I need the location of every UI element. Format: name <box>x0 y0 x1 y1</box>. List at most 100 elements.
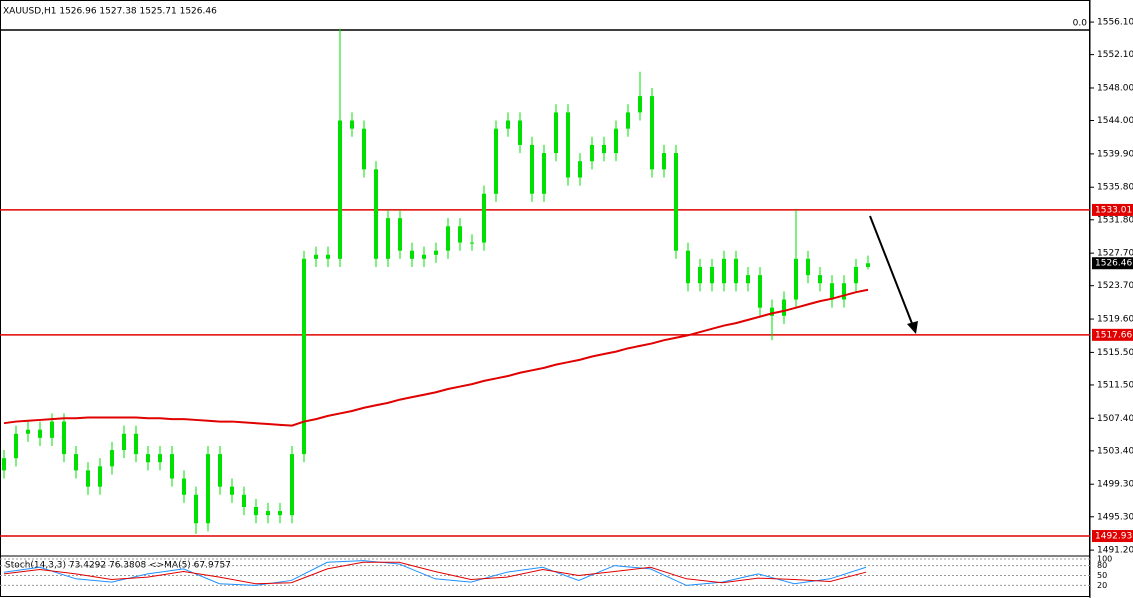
stoch-line <box>3 561 867 585</box>
candle-body <box>758 275 762 308</box>
arrow-head <box>907 321 918 334</box>
candle-body <box>770 307 774 316</box>
candle-body <box>302 258 306 455</box>
candle-body <box>710 266 714 284</box>
candle-body <box>794 258 798 300</box>
arrow <box>869 215 914 327</box>
y-tick-label: 1519.60 <box>1097 315 1133 325</box>
chart-frame <box>0 0 1090 597</box>
level-label: 1492.93 <box>1095 532 1132 542</box>
candle-body <box>14 433 18 459</box>
candle-body <box>554 112 558 154</box>
candle-body <box>806 258 810 276</box>
candle-body <box>350 120 354 129</box>
level-box <box>1092 530 1133 543</box>
candle-body <box>650 96 654 170</box>
candle-body <box>722 258 726 284</box>
candle-body <box>206 454 210 524</box>
candle-body <box>590 144 594 162</box>
stoch-line <box>3 560 867 586</box>
y-tick-label: 1503.40 <box>1097 446 1133 456</box>
candle-body <box>518 120 522 145</box>
level-label: 1517.66 <box>1095 330 1132 340</box>
candle-body <box>398 218 402 251</box>
candle-body <box>422 254 426 259</box>
candle-body <box>338 120 342 259</box>
candle-body <box>2 458 6 471</box>
candle-body <box>410 250 414 259</box>
candle-body <box>866 263 870 267</box>
moving-average <box>3 288 869 427</box>
candle-body <box>566 112 570 178</box>
candle-body <box>218 454 222 487</box>
candle-body <box>854 266 858 284</box>
candle-body <box>446 226 450 251</box>
top-line-label: 0.0 <box>1073 19 1088 29</box>
candle-body <box>314 254 318 259</box>
candle-body <box>146 454 150 463</box>
candle-body <box>530 144 534 194</box>
stoch-tick-label: 50 <box>1097 571 1107 580</box>
candle-body <box>626 112 630 129</box>
candle-body <box>458 226 462 243</box>
candle-body <box>662 153 666 170</box>
candle-body <box>686 250 690 284</box>
candle-body <box>26 429 30 434</box>
y-tick-label: 1523.70 <box>1097 281 1133 291</box>
candle-body <box>194 494 198 524</box>
y-tick-label: 1556.10 <box>1097 18 1133 28</box>
y-tick-label: 1552.10 <box>1097 50 1133 60</box>
candle-body <box>470 242 474 244</box>
candle-body <box>386 218 390 259</box>
price-label: 1526.46 <box>1095 259 1132 269</box>
candle-body <box>698 266 702 284</box>
stoch-tick-label: 100 <box>1097 555 1112 564</box>
candle-body <box>374 169 378 259</box>
stoch-tick-label: 80 <box>1097 561 1107 570</box>
candle-body <box>638 96 642 113</box>
candle-body <box>818 275 822 284</box>
stoch-tick-label: 20 <box>1097 581 1107 590</box>
candle-body <box>542 153 546 194</box>
candle-body <box>86 470 90 487</box>
candle-body <box>38 429 42 438</box>
candle-body <box>74 454 78 471</box>
level-box <box>1092 328 1133 341</box>
candle-body <box>278 511 282 516</box>
y-tick-label: 1495.30 <box>1097 512 1133 522</box>
candle-body <box>482 193 486 243</box>
candle-body <box>110 450 114 467</box>
candle-body <box>290 454 294 516</box>
candle-body <box>170 454 174 479</box>
candle-body <box>50 421 54 438</box>
candle-body <box>746 275 750 284</box>
candle-body <box>98 466 102 487</box>
candle-body <box>602 144 606 154</box>
y-tick-label: 1539.90 <box>1097 149 1133 159</box>
candle-body <box>674 153 678 251</box>
y-tick-label: 1544.00 <box>1097 116 1133 126</box>
candle-body <box>230 486 234 495</box>
y-tick-label: 1507.40 <box>1097 414 1133 424</box>
y-tick-label: 1515.50 <box>1097 348 1133 358</box>
candle-body <box>62 421 66 455</box>
y-tick-label: 1535.80 <box>1097 183 1133 193</box>
candle-body <box>434 250 438 255</box>
candle-body <box>614 128 618 154</box>
candle-body <box>134 433 138 455</box>
candle-body <box>254 506 258 516</box>
candle-body <box>182 478 186 495</box>
chart-title: XAUUSD,H1 1526.96 1527.38 1525.71 1526.4… <box>3 7 217 17</box>
y-tick-label: 1548.00 <box>1097 83 1133 93</box>
candle-body <box>362 128 366 170</box>
candle-body <box>830 283 834 300</box>
candle-body <box>506 120 510 129</box>
candle-body <box>734 258 738 284</box>
y-tick-label: 1527.70 <box>1097 249 1133 259</box>
candle-body <box>326 254 330 259</box>
candle-body <box>266 511 270 516</box>
candle-body <box>242 494 246 507</box>
level-label: 1533.01 <box>1095 205 1132 215</box>
y-tick-label: 1499.30 <box>1097 480 1133 490</box>
